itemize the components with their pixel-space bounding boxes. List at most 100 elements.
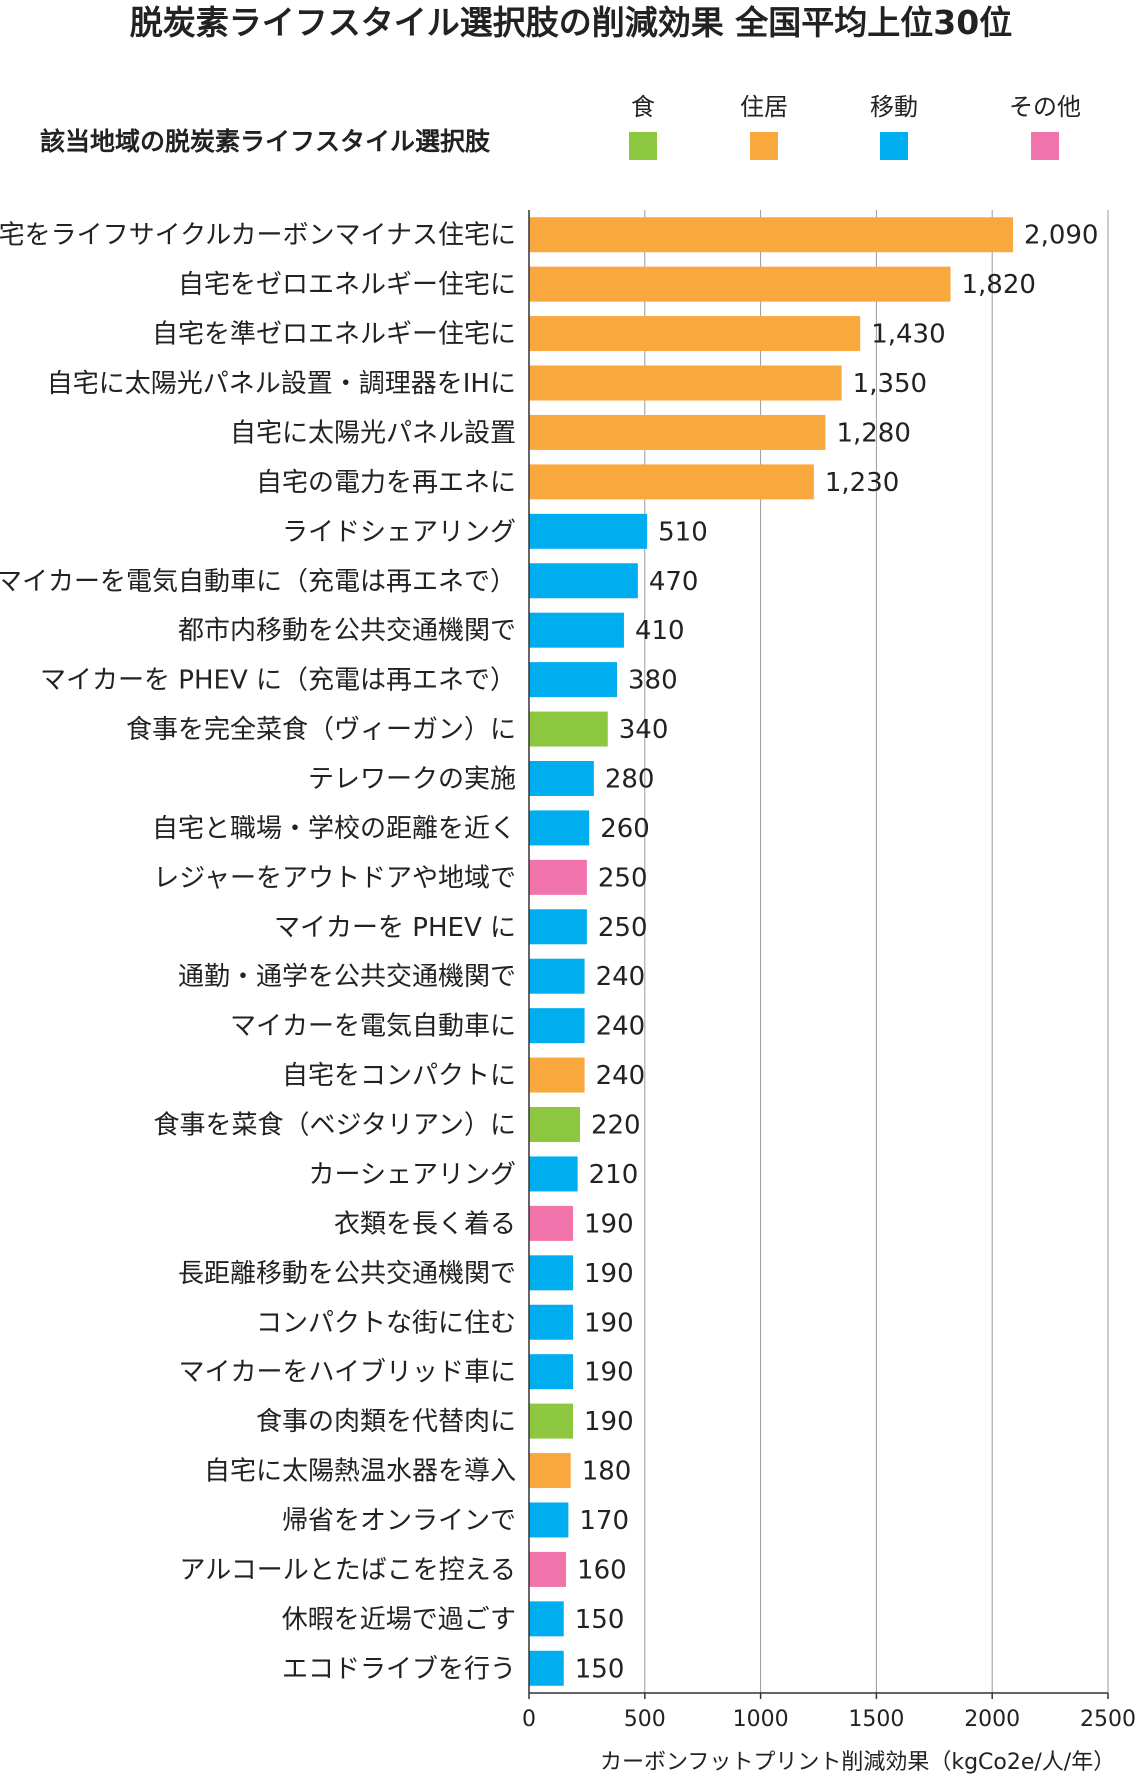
bar: [529, 958, 585, 994]
bar: [529, 1304, 574, 1340]
category-label: 食事を菜食（ベジタリアン）に: [154, 1111, 516, 1141]
bar: [529, 365, 842, 401]
data-label: 150: [575, 1605, 625, 1635]
bar: [529, 414, 826, 450]
data-label: 240: [596, 1012, 646, 1042]
legend-item-housing: 住居: [709, 92, 819, 160]
data-label: 380: [628, 666, 678, 696]
legend-label-mobility: 移動: [870, 93, 918, 121]
bar: [529, 464, 814, 500]
legend-label-housing: 住居: [740, 93, 788, 121]
legend-swatch-housing: [750, 132, 778, 160]
category-label: エコドライブを行う: [282, 1654, 516, 1684]
data-label: 170: [579, 1506, 629, 1536]
category-label: 帰省をオンラインで: [282, 1506, 516, 1536]
x-tick-label: 2000: [964, 1707, 1020, 1732]
bar: [529, 760, 594, 796]
bar: [529, 1107, 580, 1143]
data-label: 340: [619, 715, 669, 745]
category-label: マイカーを電気自動車に（充電は再エネで）: [0, 567, 516, 597]
category-label: 自宅の電力を再エネに: [256, 468, 516, 498]
category-label: レジャーをアウトドアや地域で: [153, 863, 516, 893]
category-label: 自宅に太陽熱温水器を導入: [204, 1457, 516, 1487]
category-label: 衣類を長く着る: [334, 1209, 516, 1239]
legend-swatch-other: [1031, 132, 1059, 160]
category-label: 休暇を近場で過ごす: [282, 1605, 516, 1635]
category-label: マイカーを電気自動車に: [230, 1012, 516, 1042]
data-label: 510: [658, 517, 708, 547]
chart-title: 脱炭素ライフスタイル選択肢の削減効果 全国平均上位30位: [129, 3, 1013, 42]
bar: [529, 1601, 564, 1637]
category-label: 自宅を準ゼロエネルギー住宅に: [152, 320, 516, 350]
category-label: カーシェアリング: [309, 1160, 516, 1190]
bar: [529, 1057, 585, 1093]
data-label: 2,090: [1024, 221, 1098, 251]
category-label: 自宅をライフサイクルカーボンマイナス住宅に: [0, 221, 516, 251]
category-label: マイカーをハイブリッド車に: [179, 1358, 516, 1388]
category-label: 通勤・通学を公共交通機関で: [178, 962, 516, 992]
bar: [529, 1354, 574, 1390]
chart-subtitle: 該当地域の脱炭素ライフスタイル選択肢: [40, 127, 491, 156]
category-label: 食事の肉類を代替肉に: [256, 1407, 516, 1437]
data-label: 190: [584, 1259, 634, 1289]
bar: [529, 612, 624, 648]
bar: [529, 316, 861, 352]
data-label: 150: [575, 1654, 625, 1684]
legend-item-mobility: 移動: [839, 92, 949, 160]
category-label: 自宅と職場・学校の距離を近く: [152, 814, 516, 844]
data-label: 220: [591, 1111, 641, 1141]
x-axis-label: カーボンフットプリント削減効果（kgCo2e/人/年）: [600, 1750, 1116, 1775]
category-label: テレワークの実施: [308, 764, 516, 794]
x-tick-label: 1000: [733, 1707, 789, 1732]
category-label: アルコールとたばこを控える: [180, 1555, 516, 1585]
bar: [529, 1551, 567, 1587]
data-label: 180: [582, 1457, 632, 1487]
bar: [529, 909, 587, 945]
legend-swatch-food: [629, 132, 657, 160]
bar: [529, 711, 608, 747]
data-label: 250: [598, 913, 648, 943]
category-label: 食事を完全菜食（ヴィーガン）に: [126, 715, 516, 745]
x-tick-label: 500: [624, 1707, 666, 1732]
data-label: 240: [596, 1061, 646, 1091]
data-label: 1,350: [853, 369, 927, 399]
legend-label-food: 食: [631, 93, 655, 121]
category-label: 自宅に太陽光パネル設置・調理器をIHに: [47, 369, 516, 399]
bar: [529, 1156, 578, 1192]
bar: [529, 563, 638, 599]
category-label: 長距離移動を公共交通機関で: [178, 1259, 516, 1289]
x-tick-label: 0: [522, 1707, 536, 1732]
category-label: マイカーを PHEV に（充電は再エネで）: [40, 666, 516, 696]
bar: [529, 1205, 574, 1241]
bar: [529, 1255, 574, 1291]
legend-item-other: その他: [990, 92, 1100, 160]
category-label: 自宅に太陽光パネル設置: [230, 418, 516, 448]
data-label: 190: [584, 1308, 634, 1338]
data-label: 470: [649, 567, 699, 597]
bar: [529, 859, 587, 895]
legend-swatch-mobility: [880, 132, 908, 160]
legend-label-other: その他: [1009, 93, 1081, 121]
data-label: 190: [584, 1209, 634, 1239]
data-label: 1,280: [836, 418, 910, 448]
data-label: 190: [584, 1358, 634, 1388]
data-label: 260: [600, 814, 650, 844]
bar: [529, 266, 951, 302]
category-label: 都市内移動を公共交通機関で: [178, 616, 516, 646]
legend-item-food: 食: [588, 92, 698, 160]
bar: [529, 1502, 569, 1538]
category-label: コンパクトな街に住む: [256, 1308, 516, 1338]
x-tick-label: 2500: [1080, 1707, 1136, 1732]
bar: [529, 1403, 574, 1439]
bar: [529, 1453, 571, 1489]
data-label: 410: [635, 616, 685, 646]
category-label: ライドシェアリング: [282, 517, 516, 547]
data-label: 1,230: [825, 468, 899, 498]
bar: [529, 513, 648, 549]
category-label: マイカーを PHEV に: [274, 913, 516, 943]
bar: [529, 810, 590, 846]
data-label: 210: [589, 1160, 639, 1190]
data-label: 190: [584, 1407, 634, 1437]
data-label: 1,430: [871, 320, 945, 350]
